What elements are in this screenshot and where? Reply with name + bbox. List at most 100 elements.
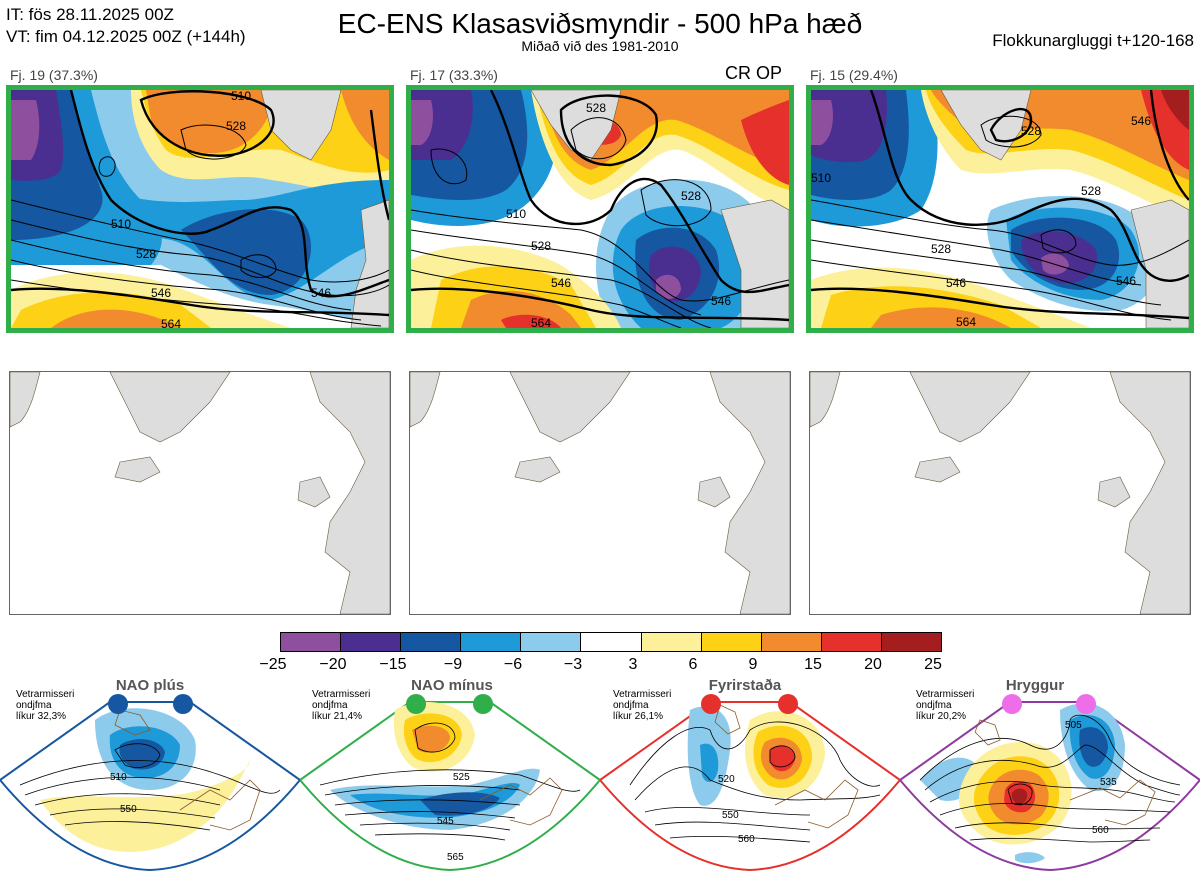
colorbar-tick: −15 [379,656,407,673]
contour-label: 564 [161,317,181,328]
regime-1-title: NAO plús [115,677,185,694]
contour-label: 528 [1021,124,1041,138]
regime-note-line: Vetrarmisseri [916,689,975,700]
colorbar-swatch [400,633,461,651]
regime-note-line: líkur 20,2% [916,711,967,722]
regime-3-note: Vetrarmisseri ondjfma líkur 26,1% [613,689,671,722]
contour-label: 546 [711,294,731,308]
contour-label: 528 [586,101,606,115]
contour-label: 528 [931,242,951,256]
classification-window: Flokkunargluggi t+120-168 [992,31,1194,50]
colorbar-swatch [880,633,942,651]
regime-1-dot-right [173,694,193,714]
regime-1-dot-left [108,694,128,714]
valid-time: VT: fim 04.12.2025 00Z (+144h) [6,27,246,46]
colorbar-tick: 6 [688,656,698,673]
colorbar-swatch [460,633,521,651]
regime-3-dot-left [701,694,721,714]
regime-note-line: Vetrarmisseri [312,689,371,700]
regime-3-dot-right [778,694,798,714]
regime-note-line: ondjfma [16,700,52,711]
colorbar-swatch [580,633,641,651]
regime-note-line: líkur 26,1% [613,711,664,722]
regime-note-line: ondjfma [613,700,649,711]
regime-note-line: ondjfma [916,700,952,711]
regime-4-dot-left [1002,694,1022,714]
contour-label: 565 [447,852,464,863]
empty-map-2 [409,371,791,615]
contour-label: 550 [120,804,137,815]
cluster-3-label: Fj. 15 (29.4%) [810,67,898,83]
contour-label: 510 [231,90,251,103]
contour-label: 546 [946,276,966,290]
colorbar-tick: −9 [443,656,463,673]
regime-2-title: NAO mínus [411,677,493,694]
colorbar-tick: −6 [503,656,523,673]
regime-1-graphic: 510 550 [0,701,302,872]
contour-label: 510 [506,207,526,221]
page-subtitle: Miðað við des 1981-2010 [521,38,679,54]
regime-1-note: Vetrarmisseri ondjfma líkur 32,3% [16,689,74,722]
header-times: IT: fös 28.11.2025 00Z VT: fim 04.12.202… [6,4,246,48]
contour-label: 564 [956,315,976,328]
empty-map-1 [9,371,391,615]
contour-label: 546 [1116,274,1136,288]
colorbar-swatch [281,633,341,651]
regime-4-dot-right [1076,694,1096,714]
contour-label: 528 [681,189,701,203]
colorbar-tick: −20 [319,656,347,673]
empty-map-3 [809,371,1191,615]
contour-label: 546 [311,286,331,300]
contour-label: 560 [1092,825,1109,836]
coastline-map-1 [10,372,390,614]
cluster-2-label: Fj. 17 (33.3%) [410,67,498,83]
cluster-map-1-graphic: 510 510 528 528 546 546 564 [11,90,389,328]
colorbar-tick: 9 [748,656,758,673]
colorbar-tick: 25 [924,656,942,673]
colorbar-swatch [700,633,761,651]
contour-label: 520 [718,774,735,785]
regime-2-note: Vetrarmisseri ondjfma líkur 21,4% [312,689,370,722]
regime-3-title: Fyrirstaða [708,677,782,694]
regime-4-graphic: 505 535 560 [898,701,1200,872]
regime-2-dot-right [473,694,493,714]
contour-label: 550 [722,810,739,821]
regime-note-line: Vetrarmisseri [16,689,75,700]
contour-label: 528 [136,247,156,261]
colorbar-swatch [760,633,821,651]
cluster-map-3: 528 510 528 528 546 546 564 546 [806,85,1194,333]
regime-1-map: 510 550 [0,690,302,872]
cluster-1-label: Fj. 19 (37.3%) [10,67,98,83]
regime-4-note: Vetrarmisseri ondjfma líkur 20,2% [916,689,974,722]
regime-2-graphic: 525 545 565 [298,701,602,872]
regime-note-line: ondjfma [312,700,348,711]
cluster-map-3-graphic: 528 510 528 528 546 546 564 546 [811,90,1189,328]
init-time: IT: fös 28.11.2025 00Z [6,5,174,24]
colorbar-swatch [640,633,701,651]
page-title: EC-ENS Klasasviðsmyndir - 500 hPa hæð [337,8,863,39]
contour-label: 505 [1065,720,1082,731]
contour-label: 546 [1131,114,1151,128]
regime-note-line: Vetrarmisseri [613,689,672,700]
colorbar-swatch [520,633,581,651]
regime-2-map: 525 545 565 [298,690,602,872]
contour-label: 528 [531,239,551,253]
regime-note-line: líkur 21,4% [312,711,363,722]
regime-4-map: 505 535 560 [898,690,1200,872]
contour-label: 560 [738,834,755,845]
contour-label: 525 [453,772,470,783]
contour-label: 528 [1081,184,1101,198]
contour-label: 535 [1100,777,1117,788]
regime-2-dot-left [406,694,426,714]
cluster-map-2-graphic: 528 510 528 528 546 546 564 [411,90,789,328]
colorbar-tick: 3 [628,656,638,673]
regime-3-map: 520 550 560 [598,690,902,872]
colorbar [280,632,942,652]
contour-label: 510 [111,217,131,231]
contour-label: 546 [551,276,571,290]
regime-4-title: Hryggur [1005,677,1065,694]
coastline-map-2 [410,372,790,614]
contour-label: 510 [110,772,127,783]
coastline-map-3 [810,372,1190,614]
contour-label: 528 [226,119,246,133]
